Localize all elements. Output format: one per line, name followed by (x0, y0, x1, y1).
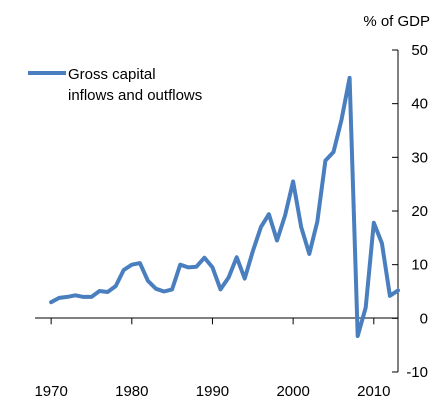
y-tick-label: 30 (411, 149, 428, 166)
x-tick-label: 2010 (357, 383, 390, 400)
y-tick-label: 0 (420, 310, 428, 327)
legend-label-line: inflows and outflows (68, 87, 202, 104)
y-tick-label: -10 (406, 364, 428, 381)
x-tick-label: 1990 (196, 383, 229, 400)
y-tick-label: 10 (411, 257, 428, 274)
x-tick-label: 1980 (115, 383, 148, 400)
x-tick-label: 2000 (276, 383, 309, 400)
series-line-gross-capital-flows (49, 75, 400, 338)
y-tick-label: 20 (411, 203, 428, 220)
legend: Gross capital inflows and outflows (28, 66, 202, 104)
x-tick-label: 1970 (34, 383, 67, 400)
y-axis-unit-label: % of GDP (363, 13, 430, 30)
y-axis-ticks: -10 0 10 20 30 40 50 (392, 42, 428, 381)
series-layer (49, 75, 400, 338)
y-tick-label: 40 (411, 96, 428, 113)
x-axis-ticks: 1970 1980 1990 2000 2010 (34, 318, 390, 400)
legend-label-line: Gross capital (68, 66, 156, 83)
legend-label: Gross capital inflows and outflows (68, 66, 202, 104)
y-tick-label: 50 (411, 42, 428, 59)
